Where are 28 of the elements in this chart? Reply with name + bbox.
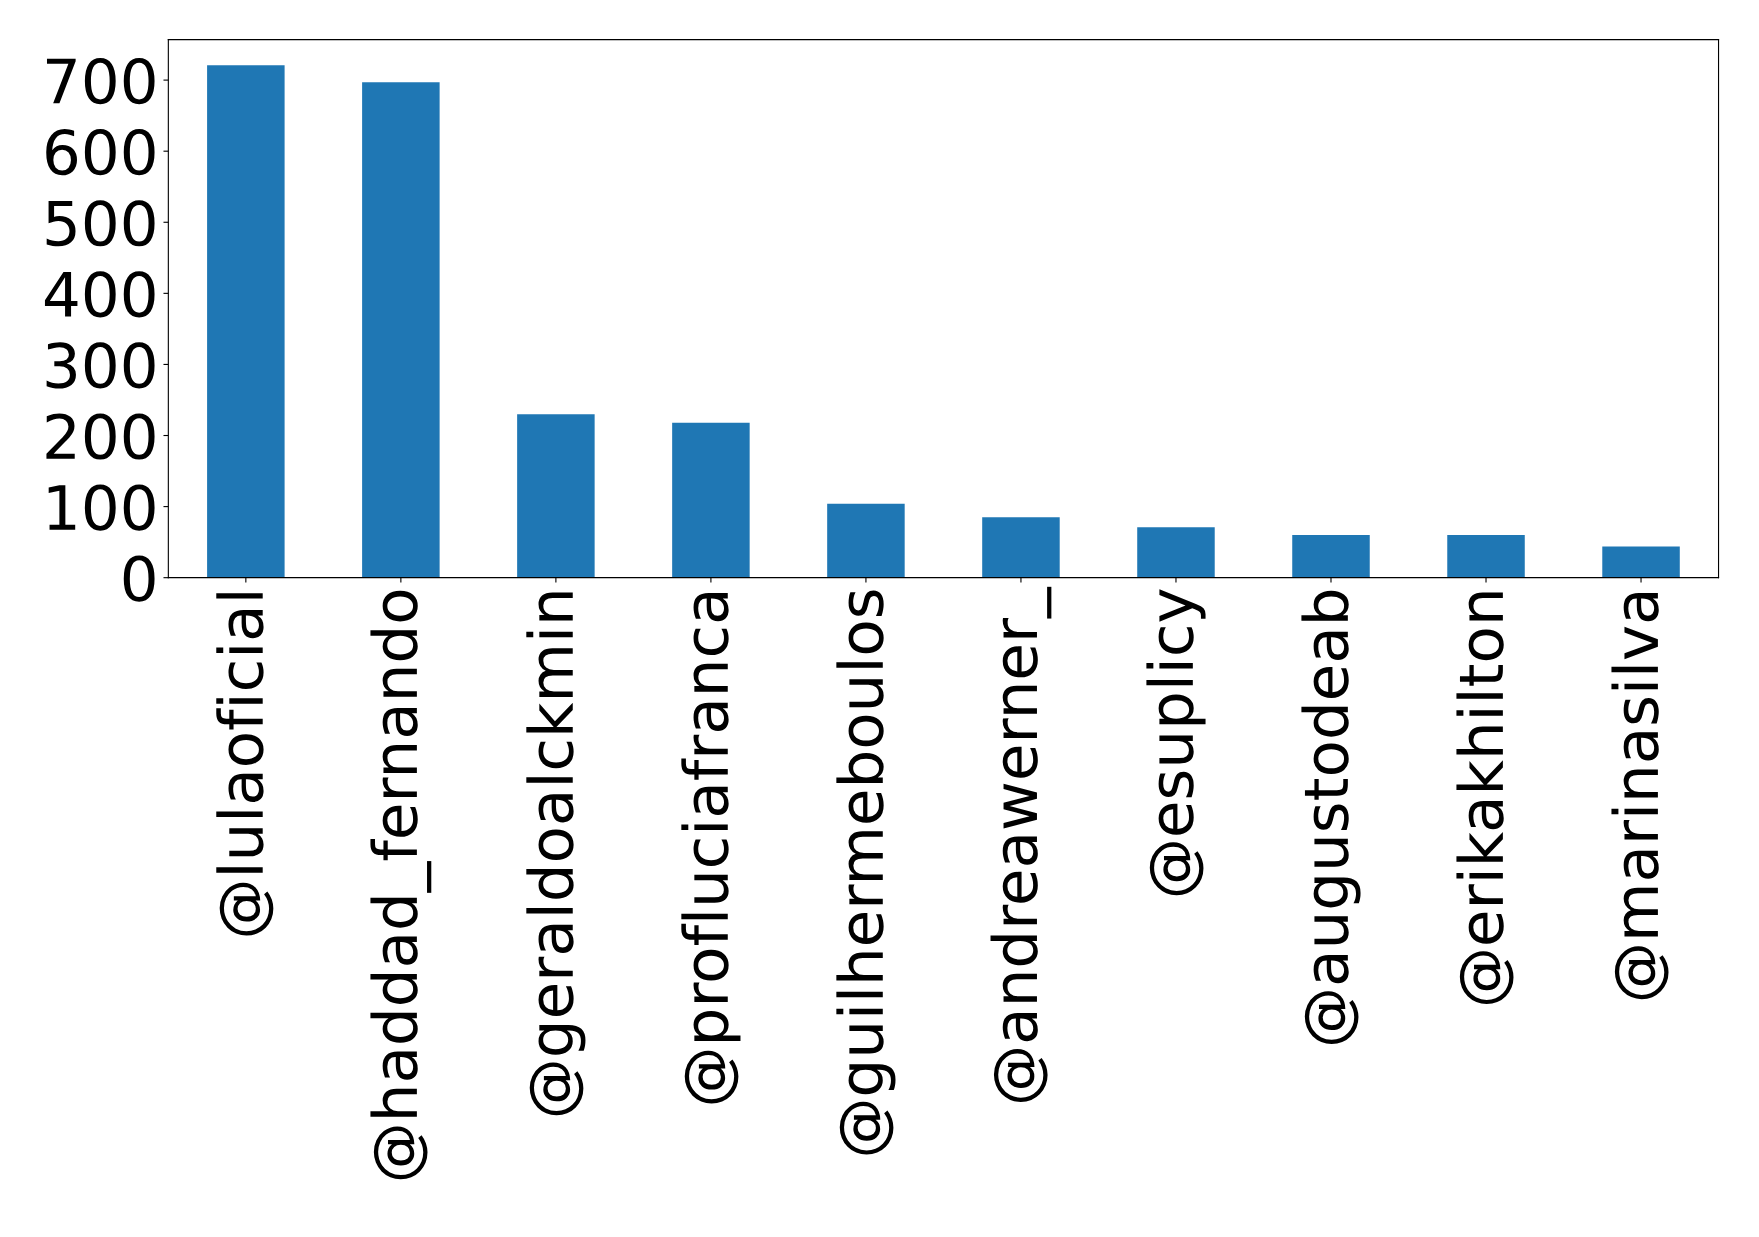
x-tick-label: @haddad_fernando xyxy=(370,590,432,1180)
x-tick-label: @esuplicy xyxy=(1146,589,1206,896)
x-tick-label: @guilhermeboulos xyxy=(836,590,896,1155)
bar xyxy=(1447,535,1525,578)
y-tick-label: 300 xyxy=(46,342,155,389)
bar xyxy=(362,82,440,578)
bar xyxy=(207,65,285,578)
bar xyxy=(517,414,595,578)
bar xyxy=(1292,535,1370,578)
y-tick-label: 500 xyxy=(46,200,155,247)
y-tick-label: 200 xyxy=(46,413,155,460)
bar xyxy=(672,422,750,578)
bar xyxy=(982,517,1060,578)
bar xyxy=(827,503,905,578)
y-tick-label: 0 xyxy=(123,555,155,602)
y-tick-label: 100 xyxy=(48,484,155,531)
x-tick-label: @profluciafranca xyxy=(681,592,741,1104)
bar xyxy=(1137,527,1215,578)
x-tick-label: @augustodeab xyxy=(1301,590,1361,1045)
x-tick-label: @geraldoalckmin xyxy=(526,592,586,1116)
bar xyxy=(1602,546,1680,578)
x-tick-label: @erikakhilton xyxy=(1456,592,1514,1005)
y-tick-label: 700 xyxy=(46,57,155,105)
x-tick-label: @andreawerner_ xyxy=(990,586,1052,1102)
x-tick-label: @lulaoficial xyxy=(216,593,274,936)
x-tick-label: @marinasilva xyxy=(1611,592,1669,1000)
y-tick-label: 400 xyxy=(44,271,155,318)
y-tick-label: 600 xyxy=(46,129,155,176)
